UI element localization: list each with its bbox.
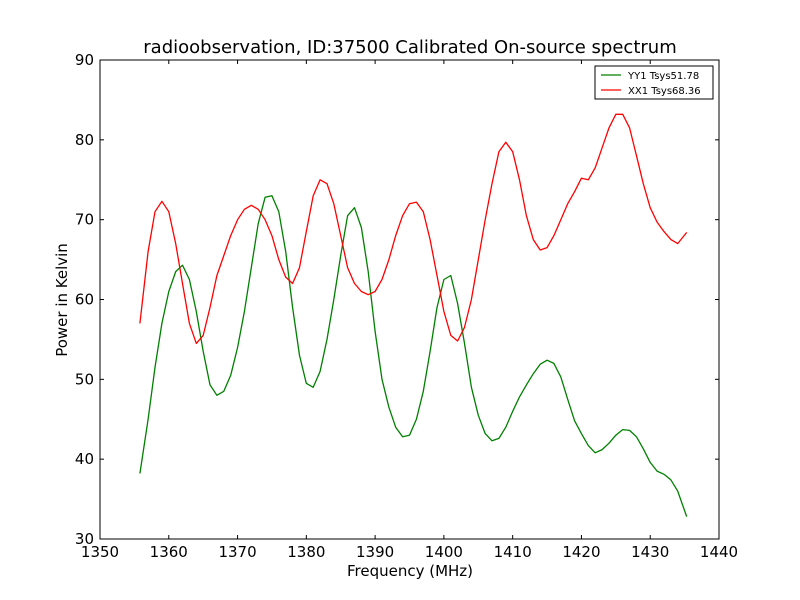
x-tick-label: 1350 <box>81 543 119 561</box>
x-tick-label: 1440 <box>700 543 738 561</box>
plot-frame <box>100 60 719 539</box>
legend-label-1: YY1 Tsys51.78 <box>627 71 699 82</box>
y-tick-label: 60 <box>75 291 94 309</box>
plot-area <box>100 60 719 539</box>
legend: YY1 Tsys51.78 XX1 Tsys68.36 <box>594 65 714 100</box>
chart-title: radioobservation, ID:37500 Calibrated On… <box>143 37 676 58</box>
x-tick-label: 1370 <box>218 543 256 561</box>
series-lines <box>139 113 688 517</box>
y-tick-label: 50 <box>75 370 94 388</box>
y-tick-label: 30 <box>75 530 94 548</box>
y-axis-label: Power in Kelvin <box>53 243 71 357</box>
y-tick-label: 40 <box>75 450 94 468</box>
y-tick-label: 70 <box>75 211 94 229</box>
x-tick-label: 1390 <box>356 543 394 561</box>
x-tick-label: 1410 <box>494 543 532 561</box>
x-tick-label: 1400 <box>425 543 463 561</box>
legend-label-2: XX1 Tsys68.36 <box>628 86 701 97</box>
x-axis-ticks: 1350 1360 1370 1380 1390 1400 1410 1420 1430 1440 <box>81 60 738 561</box>
legend-box <box>594 65 714 100</box>
x-tick-label: 1380 <box>287 543 325 561</box>
series-line-1 <box>139 195 688 517</box>
x-axis-label: Frequency (MHz) <box>347 562 473 580</box>
x-tick-label: 1430 <box>631 543 669 561</box>
x-tick-label: 1360 <box>150 543 188 561</box>
y-axis-ticks: 30 40 50 60 70 80 90 <box>75 51 719 548</box>
y-tick-label: 80 <box>75 131 94 149</box>
x-tick-label: 1420 <box>562 543 600 561</box>
y-tick-label: 90 <box>75 51 94 69</box>
series-line-2 <box>139 113 688 345</box>
